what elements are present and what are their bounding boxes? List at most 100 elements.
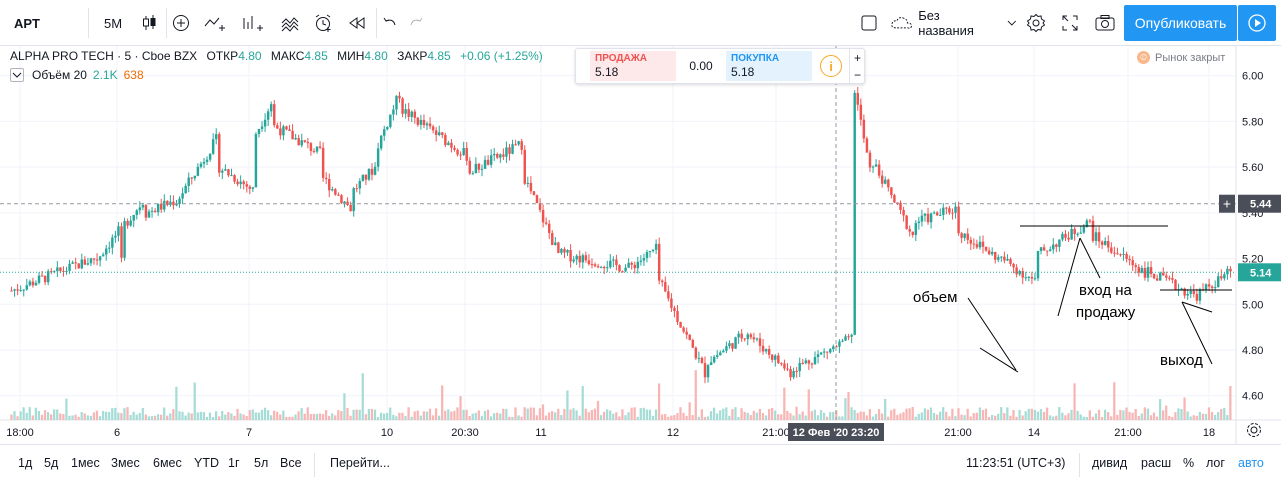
goto-date-button[interactable]: Перейти... [330,456,390,470]
candle-body [181,193,184,199]
volume-bar [141,408,144,420]
volume-bar [538,408,542,420]
volume-bar [752,410,755,420]
range-3m[interactable]: 3мес [111,456,140,470]
range-6m[interactable]: 6мес [153,456,182,470]
candle-body [1122,253,1125,255]
candle-body [1088,220,1092,222]
candle-body [50,271,53,273]
volume-bar [945,411,948,420]
sell-button[interactable]: ПРОДАЖА 5.18 [590,51,676,81]
legend-symbol: ALPHA PRO TECH · 5 · Cboe BZX [10,49,198,63]
increase-button[interactable]: + [853,50,861,65]
percent-toggle[interactable]: % [1183,456,1195,470]
candle-body [575,255,578,260]
range-1y[interactable]: 1г [228,456,240,470]
range-all[interactable]: Все [280,456,302,470]
volume-bar [22,407,25,420]
candle-body [670,298,673,308]
info-icon[interactable]: i [820,55,842,77]
candle-body [1223,274,1226,279]
candle-body [22,289,25,291]
candle-body [880,175,884,184]
camera-icon[interactable] [1090,6,1120,40]
range-ytd[interactable]: YTD [194,456,219,470]
volume-bar [1174,412,1177,420]
candle-body [740,333,743,339]
range-1d[interactable]: 1д [18,456,33,470]
candle-body [156,203,160,213]
quantity-stepper[interactable]: + − [849,49,865,83]
candle-body [639,260,643,262]
time-tick-label: 20:30 [451,427,479,439]
decrease-button[interactable]: − [853,67,861,82]
volume-bar [459,396,462,420]
candle-body [984,246,988,251]
crosshair-price-label: 5.44 [1250,199,1272,211]
candle-body [297,138,300,146]
auto-scale-toggle[interactable]: авто [1238,456,1264,470]
candle-type-icon[interactable] [132,6,166,40]
candle-body [1015,267,1018,275]
candle-body [273,104,276,126]
publish-button[interactable]: Опубликовать [1124,5,1237,41]
volume-bar [887,416,890,420]
settings-gear-icon[interactable] [1022,6,1050,40]
candle-body [1030,276,1034,279]
interval-button[interactable]: 5M [94,6,132,40]
log-toggle[interactable]: лог [1206,456,1225,470]
layout-name-button[interactable]: Без названия [890,6,1018,40]
candle-body [324,177,328,180]
candle-body [911,231,914,235]
fullscreen-icon[interactable] [1056,6,1084,40]
volume-bar [1103,409,1107,420]
annotation-exit: выход [1160,352,1203,369]
volume-bar [1122,410,1125,420]
volume-bar [636,416,639,420]
symbol-search-button[interactable]: APT [6,6,86,40]
extended-hours-toggle[interactable]: расш [1141,456,1172,470]
volume-bar [120,413,123,420]
candle-body [434,130,438,135]
candle-body [1143,268,1147,278]
volume-bar [92,412,96,420]
undo-icon[interactable] [378,6,402,40]
candle-body [990,251,994,255]
volume-bar [679,407,682,420]
dividends-toggle[interactable]: дивид [1092,456,1128,470]
volume-bar [1165,405,1168,420]
candle-body [175,203,178,206]
volume-bar [1045,407,1049,420]
templates-icon[interactable] [274,6,308,40]
select-layout-checkbox-icon[interactable] [856,6,882,40]
candle-body [682,327,685,332]
compare-icon[interactable] [198,6,232,40]
range-5d[interactable]: 5д [44,456,59,470]
buy-button[interactable]: ПОКУПКА 5.18 [726,51,812,81]
volume-bar [661,414,664,420]
volume-bar [208,412,212,420]
candle-body [1125,253,1128,259]
range-5y[interactable]: 5л [254,456,269,470]
range-1m[interactable]: 1мес [71,456,100,470]
alert-clock-icon[interactable] [310,6,336,40]
clock-timezone[interactable]: 11:23:51 (UTC+3) [966,456,1066,470]
add-indicator-icon[interactable] [168,6,194,40]
indicators-icon[interactable] [236,6,270,40]
candle-body [364,174,368,180]
play-button[interactable] [1238,5,1276,41]
candle-body [480,168,484,170]
volume-bar [1119,409,1122,420]
candle-body [398,95,401,99]
redo-icon[interactable] [404,6,428,40]
volume-legend: Объём 20 2.1K 638 [10,68,144,82]
candle-body [1146,267,1150,278]
collapse-legend-button[interactable] [10,68,24,82]
volume-bar [920,412,923,420]
volume-bar [1137,416,1140,420]
volume-bar [245,415,248,420]
candle-body [1039,247,1043,251]
replay-icon[interactable] [340,6,374,40]
volume-bar [841,416,844,420]
